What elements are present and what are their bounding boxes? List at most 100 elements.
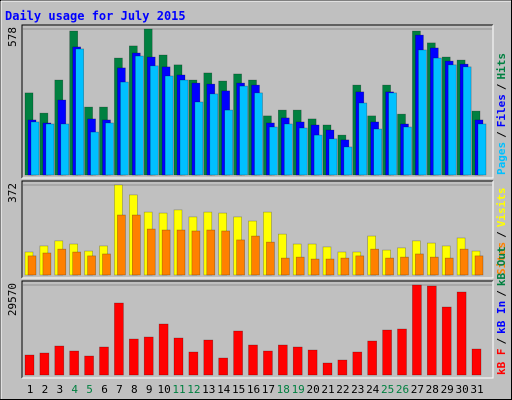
bar	[30, 121, 40, 176]
bar	[176, 229, 186, 276]
bar	[355, 255, 365, 276]
bar	[188, 351, 199, 376]
x-tick-label: 7	[116, 383, 123, 396]
bar	[117, 214, 126, 276]
x-tick-label: 6	[101, 383, 108, 396]
bar	[477, 123, 487, 176]
bevel	[22, 181, 494, 279]
bar	[69, 350, 79, 376]
bar	[251, 235, 260, 276]
bar	[432, 57, 442, 176]
bar	[441, 306, 452, 376]
bar	[426, 285, 437, 376]
bar	[343, 146, 353, 176]
bar	[132, 214, 141, 276]
bevel	[22, 281, 494, 379]
x-tick-label: 25	[381, 383, 394, 396]
bar	[45, 123, 55, 176]
bar	[412, 284, 422, 376]
bar	[224, 109, 233, 176]
bar	[292, 346, 303, 376]
bar	[60, 123, 70, 176]
bar	[164, 75, 174, 176]
bar	[328, 138, 338, 176]
bar	[72, 251, 81, 276]
bar	[221, 230, 230, 276]
bevel	[21, 180, 493, 278]
bar	[84, 355, 94, 376]
bar	[370, 248, 380, 276]
x-tick-label: 5	[86, 383, 93, 396]
bar	[129, 338, 139, 376]
bar	[42, 252, 52, 276]
bar	[459, 248, 469, 276]
legend-separator: /	[495, 231, 508, 238]
bar	[161, 229, 171, 276]
bar	[114, 302, 124, 376]
bar	[429, 256, 439, 276]
x-tick-label: 3	[56, 383, 63, 396]
bar	[143, 336, 154, 376]
bar	[179, 79, 189, 176]
bar	[277, 344, 288, 376]
bar	[39, 352, 50, 376]
bar	[280, 257, 290, 276]
bar	[310, 258, 320, 276]
x-tick-label: 18	[277, 383, 290, 396]
bar	[87, 255, 96, 276]
legend-separator: /	[495, 83, 508, 90]
x-tick-label: 9	[146, 383, 153, 396]
bevel	[22, 25, 494, 179]
chart-title: Daily usage for July 2015	[5, 9, 186, 23]
bar	[54, 345, 65, 376]
bar	[462, 66, 472, 176]
bar	[158, 323, 169, 376]
legend-entry: kB F	[495, 349, 508, 376]
bar	[340, 257, 350, 276]
legend: Pages / Files / Hits	[495, 53, 508, 175]
bar	[99, 346, 109, 376]
bar	[248, 344, 258, 376]
x-tick-label: 20	[306, 383, 319, 396]
x-tick-label: 27	[411, 383, 424, 396]
bar	[373, 128, 383, 176]
bevel	[21, 24, 493, 178]
y-tick-label: 372	[6, 183, 19, 203]
bevel	[21, 280, 493, 378]
x-tick-label: 28	[426, 383, 439, 396]
x-tick-label: 11	[172, 383, 185, 396]
x-tick-label: 1	[27, 383, 34, 396]
x-tick-label: 22	[336, 383, 349, 396]
x-tick-label: 15	[232, 383, 245, 396]
bar	[57, 248, 67, 276]
legend: Sites / Visits	[495, 188, 508, 276]
x-tick-label: 23	[351, 383, 364, 396]
bar	[403, 126, 412, 176]
x-tick-label: 31	[470, 383, 483, 396]
legend-entry: Visits	[495, 188, 508, 228]
legend-entry: Hits	[495, 53, 508, 80]
bar	[295, 256, 305, 276]
x-tick-label: 19	[292, 383, 305, 396]
bar	[206, 229, 216, 276]
bar	[194, 101, 204, 176]
bar	[218, 357, 228, 376]
legend-entry: kB Out	[495, 246, 508, 286]
bar	[102, 253, 111, 276]
x-tick-label: 16	[247, 383, 260, 396]
bar	[415, 253, 424, 276]
bar	[120, 81, 129, 176]
bar	[203, 339, 214, 376]
bar	[325, 258, 335, 276]
bar	[382, 329, 392, 376]
legend-entry: Pages	[495, 142, 508, 175]
x-tick-label: 21	[321, 383, 334, 396]
bar	[191, 230, 201, 276]
bar	[146, 228, 156, 276]
legend: kB F / kB In / kB Out	[495, 246, 508, 375]
bar	[263, 350, 273, 376]
x-tick-label: 29	[441, 383, 454, 396]
x-tick-label: 8	[131, 383, 138, 396]
legend-entry: Sites	[495, 242, 508, 275]
